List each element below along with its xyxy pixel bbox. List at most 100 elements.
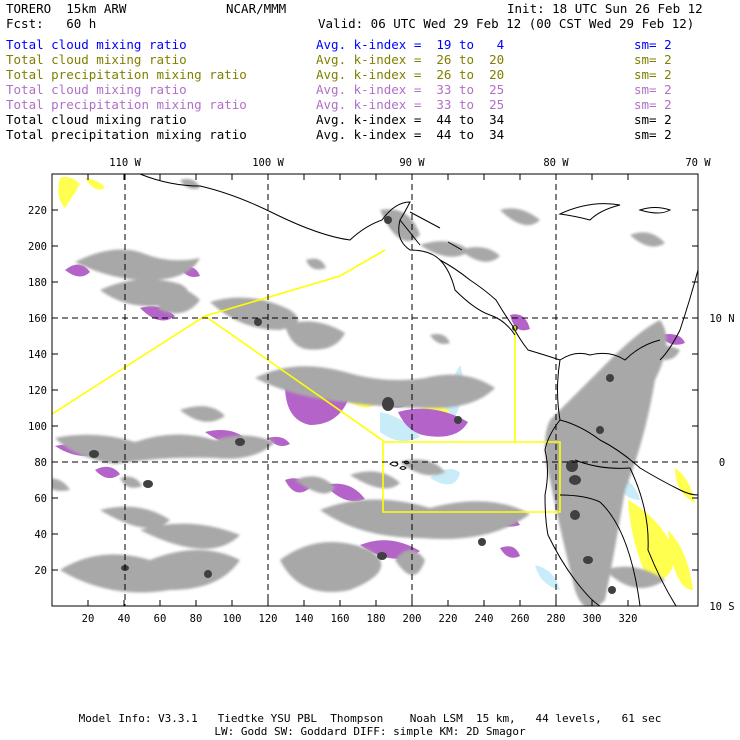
x-tick-label: 240: [475, 613, 494, 625]
legend-kindex: Avg. k-index = 44 to 34: [316, 112, 505, 127]
x-tick-label: 160: [331, 613, 350, 625]
x-tick-label: 100: [223, 613, 242, 625]
legend-row: Total precipitation mixing ratio Avg. k-…: [6, 67, 736, 82]
x-tick-label: 120: [259, 613, 278, 625]
legend-kindex: Avg. k-index = 33 to 25: [316, 82, 505, 97]
cloud-blob: [590, 366, 631, 410]
model-title: TORERO 15km ARW: [6, 1, 127, 16]
y-axis-ticks: 220 200 180 160 140 120 100 80 60 40 20: [28, 205, 698, 577]
legend-smoothing: sm= 2: [634, 37, 672, 52]
cloud-core: [384, 216, 392, 224]
cloud-core: [596, 426, 604, 434]
y-tick-label: 120: [28, 385, 47, 397]
cloud-blob: [398, 408, 468, 437]
domain-line: [52, 249, 386, 415]
legend-field: Total cloud mixing ratio: [6, 52, 187, 67]
cloud-blob: [280, 542, 382, 592]
nested-domain-boundaries: [52, 249, 561, 513]
map-plot-area: [52, 174, 698, 606]
border: [599, 501, 641, 606]
cloud-blob: [640, 345, 680, 360]
x-tick-label: 140: [295, 613, 314, 625]
legend-kindex: Avg. k-index = 19 to 4: [316, 37, 505, 52]
domain-line: [382, 441, 561, 513]
cloud-core: [377, 552, 387, 560]
legend-field: Total precipitation mixing ratio: [6, 127, 247, 142]
cloud-core: [143, 480, 153, 488]
cloud-blob: [535, 565, 560, 590]
longitude-label: 100 W: [252, 157, 284, 169]
domain-line: [204, 315, 516, 443]
y-tick-label: 140: [28, 349, 47, 361]
cloud-blob: [395, 550, 425, 575]
border: [559, 494, 601, 503]
island: [638, 207, 672, 214]
cloud-blob: [85, 178, 105, 190]
cloud-core: [454, 416, 462, 424]
legend-row: Total cloud mixing ratio Avg. k-index = …: [6, 82, 736, 97]
longitude-label: 80 W: [543, 157, 569, 169]
cloud-blob: [75, 249, 200, 281]
cloud-blob: [460, 247, 500, 262]
cloud-blob: [306, 258, 326, 270]
cloud-blob: [500, 546, 520, 558]
cloud-blob: [545, 320, 667, 606]
cloud-blob: [52, 478, 70, 491]
gray-cloud-field: [52, 179, 680, 606]
cloud-blob: [628, 500, 676, 581]
legend-field: Total cloud mixing ratio: [6, 37, 187, 52]
cloud-blob: [65, 264, 90, 277]
island: [558, 203, 621, 221]
y-tick-label: 20: [34, 565, 47, 577]
cloud-blob: [100, 506, 170, 528]
cloud-core: [606, 374, 614, 382]
cloud-core: [566, 460, 578, 472]
cloud-blob: [500, 208, 540, 226]
cloud-blob: [58, 176, 80, 208]
longitude-label: 90 W: [399, 157, 425, 169]
cloud-core: [478, 538, 486, 546]
cloud-core: [608, 586, 616, 594]
dark-cloud-cores: [89, 216, 616, 594]
latitude-label: 10 N: [709, 313, 734, 325]
latitude-labels: 10 N 0 10 S: [709, 313, 734, 613]
latitude-label: 0: [719, 457, 725, 469]
coastlines: [139, 174, 698, 606]
legend-row: Total precipitation mixing ratio Avg. k-…: [6, 127, 736, 142]
x-tick-label: 300: [583, 613, 602, 625]
model-info-line: Model Info: V3.3.1 Tiedtke YSU PBL Thomp…: [78, 712, 662, 725]
cloud-core: [382, 397, 394, 411]
legend-kindex: Avg. k-index = 26 to 20: [316, 52, 505, 67]
legend-smoothing: sm= 2: [634, 52, 672, 67]
x-tick-label: 40: [118, 613, 131, 625]
coastline: [139, 174, 661, 361]
y-tick-label: 80: [34, 457, 47, 469]
longitude-labels: 110 W 100 W 90 W 80 W 70 W: [109, 157, 711, 169]
latitude-label: 10 S: [709, 601, 734, 613]
cloud-blob: [420, 241, 470, 257]
legend-smoothing: sm= 2: [634, 112, 672, 127]
cloud-blob: [320, 499, 530, 539]
y-tick-label: 220: [28, 205, 47, 217]
y-tick-label: 40: [34, 529, 47, 541]
border: [399, 211, 463, 251]
legend-smoothing: sm= 2: [634, 127, 672, 142]
valid-time: Valid: 06 UTC Wed 29 Feb 12 (00 CST Wed …: [318, 16, 695, 31]
cloud-blob: [180, 406, 225, 422]
legend-smoothing: sm= 2: [634, 67, 672, 82]
coastline: [659, 269, 698, 361]
legend-row: Total cloud mixing ratio Avg. k-index = …: [6, 52, 736, 67]
x-tick-label: 180: [367, 613, 386, 625]
y-tick-label: 160: [28, 313, 47, 325]
cloud-blob: [150, 286, 200, 314]
y-tick-label: 60: [34, 493, 47, 505]
cloud-blob: [60, 550, 240, 593]
cloud-core: [569, 475, 581, 485]
legend-row: Total cloud mixing ratio Avg. k-index = …: [6, 37, 736, 52]
cloud-blob: [210, 297, 298, 330]
longitude-label: 110 W: [109, 157, 141, 169]
cloud-blob: [180, 179, 200, 189]
legend-field: Total precipitation mixing ratio: [6, 67, 247, 82]
legend-row: Total cloud mixing ratio Avg. k-index = …: [6, 112, 736, 127]
cloud-blob: [325, 483, 365, 502]
